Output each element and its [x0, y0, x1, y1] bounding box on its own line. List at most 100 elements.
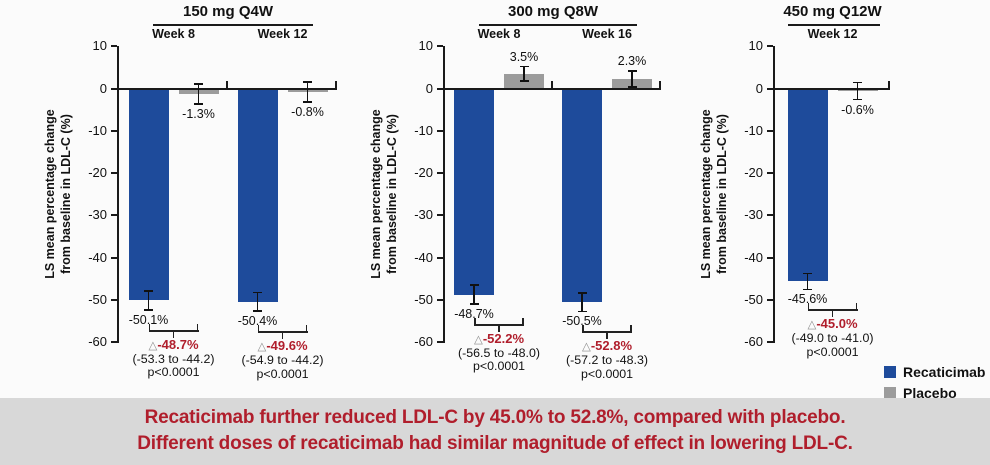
y-tick [111, 45, 117, 48]
y-tick-label: 10 [92, 38, 107, 54]
error-bar-line [473, 285, 475, 304]
delta-line: △-52.2% [419, 331, 579, 347]
y-tick-label: 10 [748, 38, 763, 54]
ci-range: (-53.3 to -44.2) [132, 351, 215, 366]
delta-line: △-49.6% [203, 339, 363, 354]
error-bar-cap-bottom [469, 303, 479, 305]
y-axis [773, 46, 775, 343]
y-axis-label-line1: LS mean percentage change [43, 109, 57, 279]
y-tick-label: -60 [744, 334, 763, 350]
bar-value-label: -50.4% [237, 314, 278, 329]
y-tick [767, 129, 773, 132]
bracket-center-tick [498, 325, 500, 332]
comparison-bracket [807, 309, 858, 312]
panel-title-underline [153, 24, 313, 26]
y-tick-label: 0 [425, 80, 433, 96]
y-tick [111, 87, 117, 90]
error-bar-cap-bottom [253, 310, 262, 312]
banner-line-1: Recaticimab further reduced LDL-C by 45.… [144, 407, 846, 428]
y-tick [767, 341, 773, 344]
bracket-end-left [807, 303, 810, 310]
error-bar-line [631, 70, 633, 87]
week-label: Week 8 [477, 27, 521, 41]
y-tick-label: -30 [414, 207, 433, 223]
bracket-end-right [855, 303, 858, 310]
y-tick [437, 256, 443, 259]
y-tick [111, 341, 117, 344]
delta-annotation: △-52.8% (-57.2 to -48.3) p<0.0001 [527, 339, 687, 381]
panel-title: 150 mg Q4W [182, 3, 274, 20]
y-tick-label: -20 [88, 165, 107, 181]
error-bar-cap-top [194, 83, 203, 85]
delta-triangle-icon: △ [581, 341, 591, 354]
y-tick [437, 45, 443, 48]
error-bar-line [806, 273, 809, 290]
bracket-end-right [196, 323, 199, 330]
bracket-center-tick [606, 333, 608, 340]
y-axis [443, 46, 445, 343]
x-baseline [775, 87, 890, 90]
y-tick-label: -40 [414, 249, 433, 265]
bracket-end-left [474, 317, 476, 324]
y-tick-label: 0 [99, 80, 107, 96]
error-bar-cap-top [803, 272, 812, 275]
p-value: p<0.0001 [147, 365, 200, 380]
week-label: Week 12 [257, 27, 308, 41]
panel-title: 300 mg Q8W [507, 3, 599, 20]
delta-value: -52.8% [590, 338, 633, 354]
y-tick-label: -10 [88, 122, 107, 138]
error-bar-cap-bottom [577, 310, 587, 313]
y-tick [437, 299, 443, 302]
bar-value-label: -0.8% [291, 105, 324, 120]
delta-triangle-icon: △ [807, 319, 817, 332]
panel-title: 450 mg Q12W [783, 3, 882, 20]
bracket-end-left [257, 325, 260, 332]
error-bar-cap-top [144, 290, 153, 292]
bar-value-label: -0.6% [841, 102, 874, 117]
error-bar-cap-bottom [803, 288, 812, 291]
banner-line-2: Different doses of recaticimab had simil… [137, 433, 853, 454]
y-tick [437, 172, 443, 175]
bracket-end-right [305, 325, 308, 332]
bar-value-label: -48.7% [454, 306, 494, 321]
recaticimab-swatch [884, 365, 896, 378]
legend-item-placebo: Placebo [884, 382, 985, 403]
legend-label-placebo: Placebo [903, 384, 957, 401]
y-tick [111, 172, 117, 175]
baseline-divider-tick [888, 80, 890, 88]
bar-value-label: 3.5% [509, 49, 539, 64]
delta-triangle-icon: △ [473, 333, 483, 346]
error-bar-cap-bottom [627, 86, 637, 88]
y-axis-label: LS mean percentage change from baseline i… [698, 44, 732, 344]
y-tick-label: 0 [755, 80, 763, 96]
y-tick [437, 341, 443, 344]
bracket-end-left [148, 323, 151, 330]
bracket-end-right [522, 317, 524, 324]
delta-line: △-45.0% [753, 317, 913, 332]
week-label: Week 16 [582, 27, 632, 41]
recaticimab-bar [562, 89, 602, 303]
ci-range: (-57.2 to -48.3) [566, 353, 648, 368]
panel-title-underline [788, 24, 880, 26]
x-baseline [445, 87, 661, 90]
y-tick [111, 129, 117, 132]
y-tick-label: 10 [418, 38, 433, 54]
week-label: Week 12 [807, 27, 858, 41]
y-tick-label: -50 [744, 292, 763, 308]
legend: Recaticimab Placebo [884, 361, 985, 403]
placebo-swatch [884, 386, 896, 399]
y-axis-label-line2: from baseline in LDL-C (%) [715, 114, 729, 274]
y-tick-label: -30 [88, 207, 107, 223]
y-tick [111, 256, 117, 259]
y-axis-label: LS mean percentage change from baseline i… [368, 44, 402, 344]
bar-value-label: -1.3% [182, 107, 215, 122]
error-bar-cap-top [303, 81, 312, 83]
p-value: p<0.0001 [256, 366, 309, 381]
legend-item-recaticimab: Recaticimab [884, 361, 985, 382]
y-tick-label: -60 [414, 334, 433, 350]
error-bar-line [197, 83, 200, 105]
bracket-center-tick [172, 331, 175, 338]
delta-triangle-icon: △ [148, 339, 158, 352]
y-tick [767, 45, 773, 48]
